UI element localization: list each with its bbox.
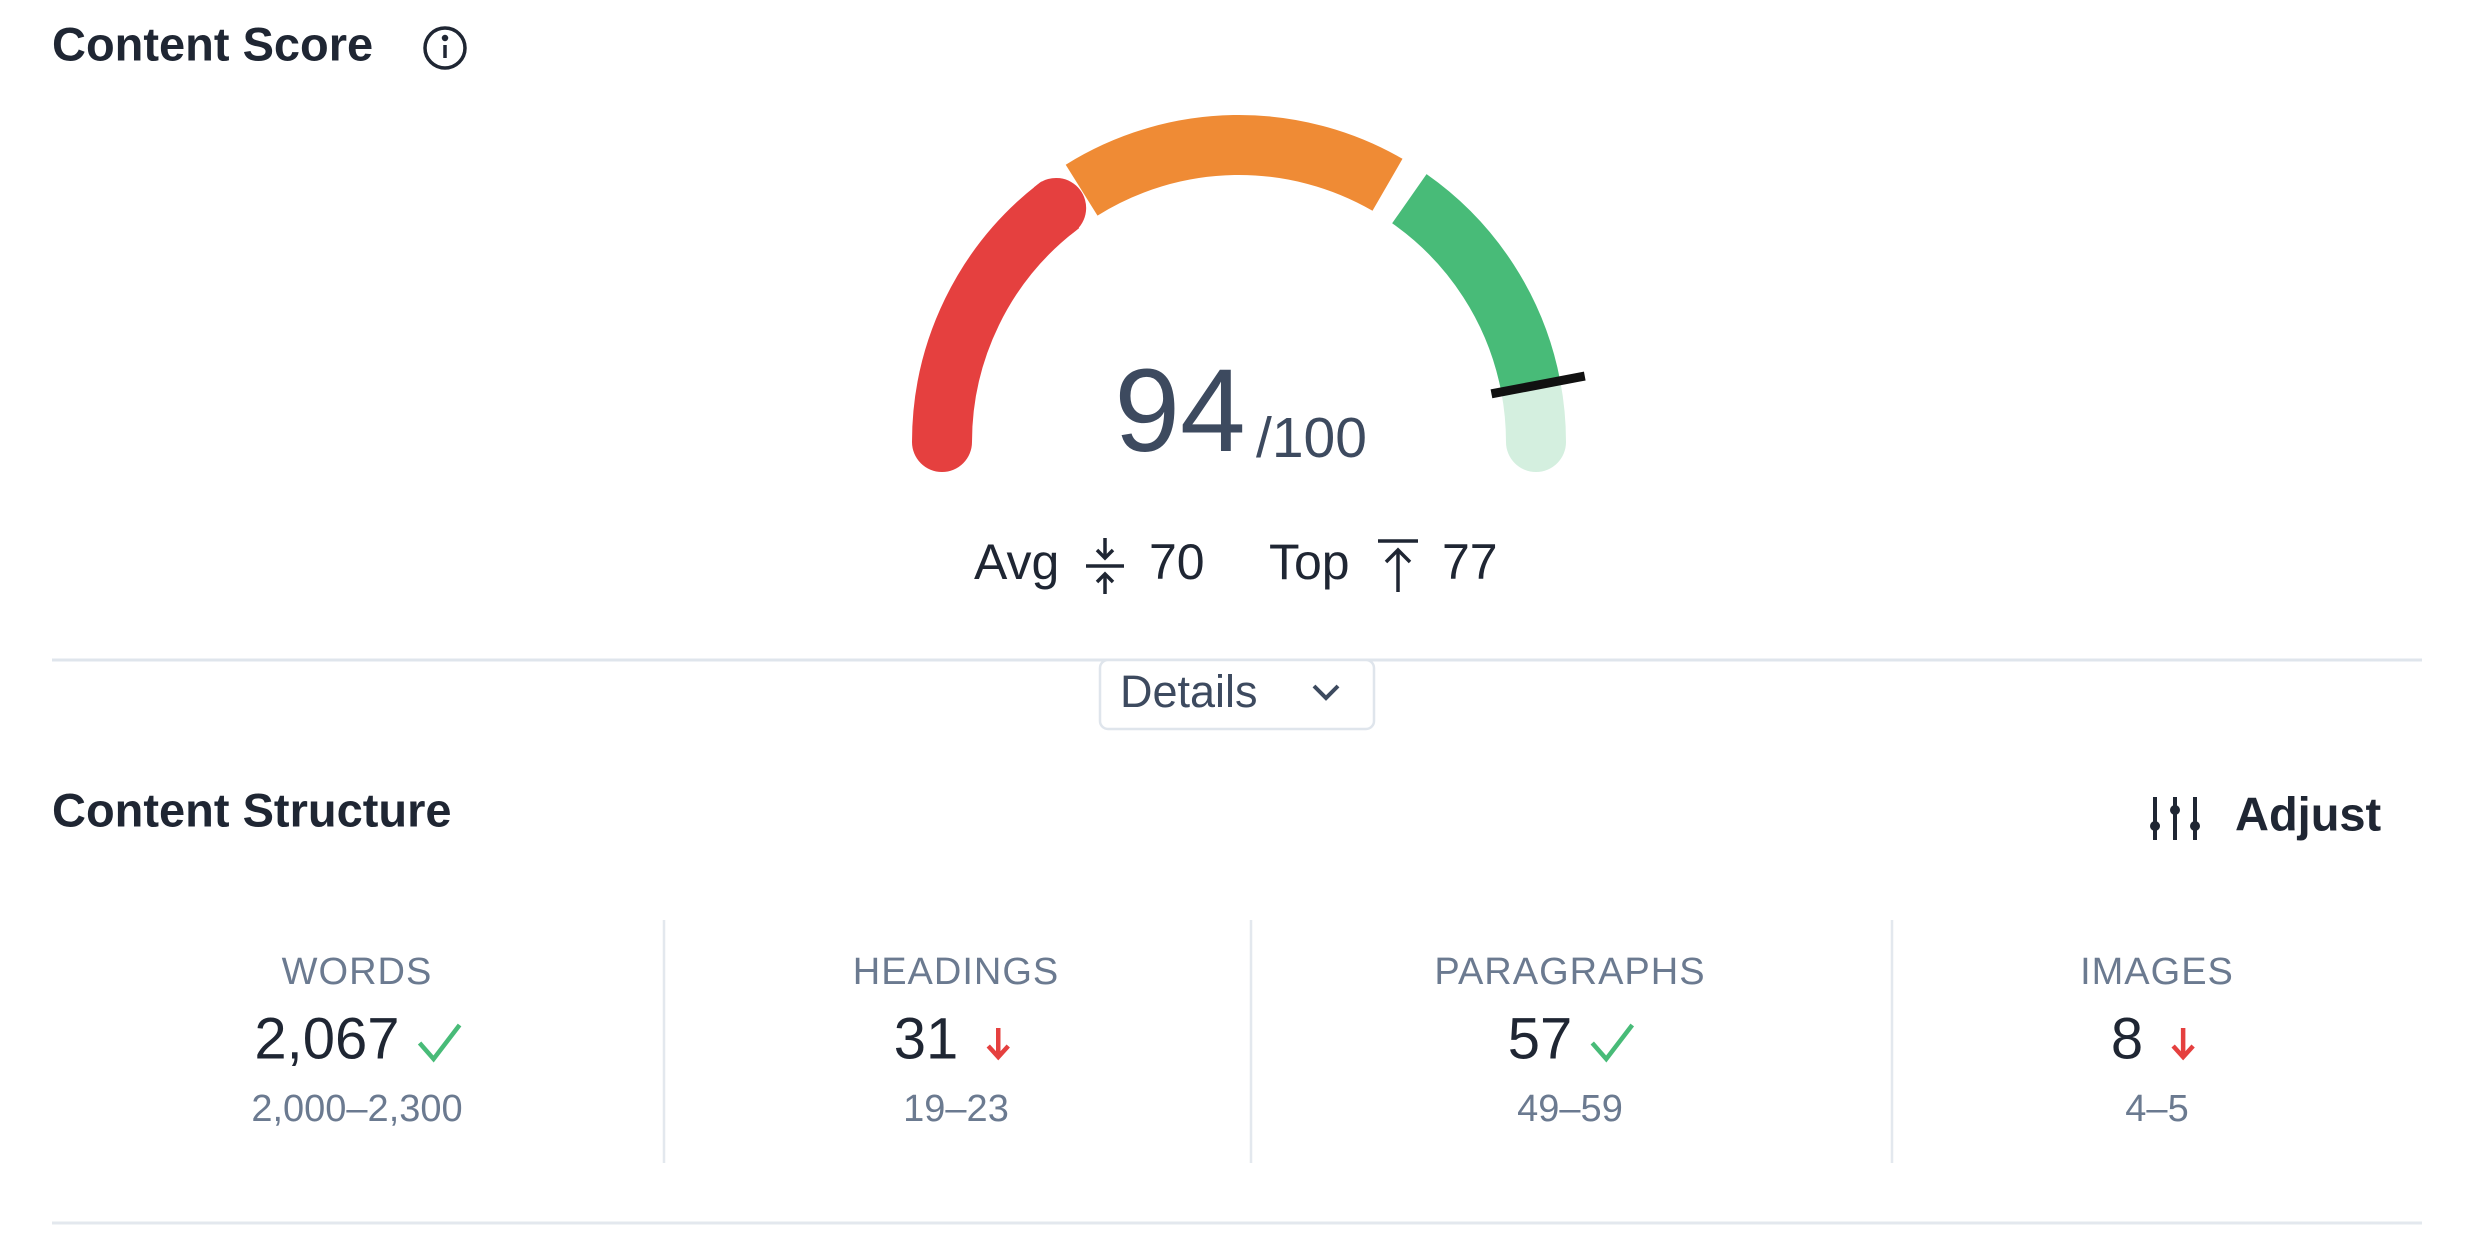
metrics: WORDS 2,067 2,000–2,300 HEADINGS 31 19–23 PARA… [251, 951, 2234, 1130]
metric-label: HEADINGS [853, 951, 1059, 993]
gauge-needle [1490, 371, 1586, 399]
score-max: /100 [1256, 406, 1367, 470]
arrow-down-icon [2171, 1044, 2195, 1061]
metric-value: 2,067 [254, 1006, 399, 1071]
adjust-button[interactable]: Adjust [2150, 787, 2382, 840]
gauge-band-low [912, 177, 1087, 472]
check-icon [1590, 1023, 1635, 1063]
metric-label: IMAGES [2080, 951, 2234, 993]
section-title: Content Score [52, 17, 373, 70]
details-label: Details [1120, 666, 1258, 717]
metric-range: 49–59 [1517, 1088, 1623, 1130]
top-label: Top [1269, 534, 1350, 590]
metric-range: 2,000–2,300 [251, 1088, 462, 1130]
chevron [1312, 684, 1340, 701]
adjust-label: Adjust [2235, 787, 2382, 840]
metric-range: 19–23 [903, 1088, 1009, 1130]
details-button[interactable]: Details [1098, 658, 1376, 731]
check-icon [417, 1023, 462, 1063]
gauge-remainder [1500, 356, 1566, 472]
gauge-band-high [1391, 174, 1561, 393]
info-icon[interactable] [423, 26, 467, 70]
avg-icon [1086, 538, 1124, 594]
avg-value: 70 [1149, 534, 1205, 590]
metric-label: PARAGRAPHS [1434, 951, 1705, 993]
avg-label: Avg [974, 534, 1059, 590]
metric-range: 4–5 [2125, 1088, 2188, 1130]
gauge [912, 115, 1586, 472]
metric-value: 31 [894, 1006, 959, 1071]
metric-value: 8 [2111, 1006, 2143, 1071]
metric-value: 57 [1508, 1006, 1573, 1071]
gauge-band-low [1033, 181, 1080, 236]
column-dividers [662, 920, 1894, 1163]
score-value: 94 [1114, 345, 1245, 477]
metric-label: WORDS [282, 951, 433, 993]
top-icon [1378, 539, 1418, 592]
arrow-down-icon [986, 1044, 1010, 1061]
top-value: 77 [1442, 534, 1498, 590]
gauge-band-mid [1065, 115, 1403, 216]
section-title: Content Structure [52, 783, 452, 836]
